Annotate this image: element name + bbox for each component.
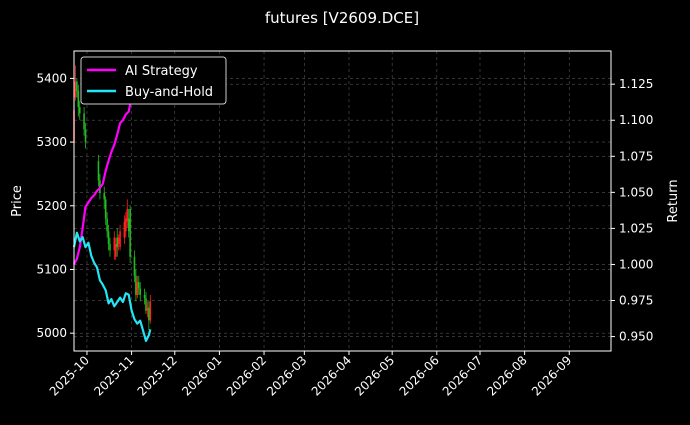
chart-title: futures [V2609.DCE]	[265, 9, 419, 27]
x-tick-label-2026-09: 2026-09	[529, 353, 574, 398]
y-right-tick-label-1.100: 1.100	[619, 113, 653, 127]
candle-body-2025-11-14	[149, 301, 152, 321]
y-left-tick-label-5300: 5300	[36, 135, 67, 149]
y-right-tick-label-1.050: 1.050	[619, 185, 653, 199]
candle-body-2025-10-16	[107, 231, 110, 244]
candle-body-2025-11-11	[145, 298, 147, 311]
legend-label-ai-strategy: AI Strategy	[125, 64, 198, 79]
y-left-tick-label-5400: 5400	[36, 71, 67, 85]
y-left-label: Price	[10, 185, 25, 217]
candle-body-2025-09-26	[78, 107, 81, 114]
candle-body-2025-10-14	[104, 199, 107, 219]
x-tick-label-2025-12: 2025-12	[135, 353, 180, 398]
candle-body-2025-09-24	[76, 81, 78, 92]
candle-body-2025-11-04	[135, 275, 137, 295]
candle-body-2025-10-20	[113, 237, 116, 251]
x-tick-label-2026-08: 2026-08	[484, 353, 529, 398]
y-left-tick-label-5200: 5200	[36, 199, 67, 213]
x-tick-label-2026-05: 2026-05	[352, 353, 397, 398]
x-tick-label-2026-03: 2026-03	[264, 353, 309, 398]
x-tick-label-2025-11: 2025-11	[91, 353, 136, 398]
y-right-tick-label-0.975: 0.975	[619, 294, 653, 308]
candle-body-2025-09-25	[77, 91, 80, 108]
candle-body-2025-11-05	[136, 282, 139, 295]
candle-layer	[73, 65, 152, 330]
legend-box	[80, 56, 227, 105]
plot-frame	[73, 50, 612, 352]
candle-body-2025-10-21	[114, 243, 117, 257]
candle-body-2025-10-09	[97, 161, 100, 181]
candle-body-2025-11-12	[146, 307, 149, 311]
candle-body-2025-10-30	[127, 218, 130, 232]
y-right-tick-label-1.025: 1.025	[619, 221, 653, 235]
left-axis: 5000 5100 5200 5300 5400	[36, 71, 74, 340]
candle-body-2025-09-29	[83, 113, 85, 130]
x-tick-label-2026-06: 2026-06	[397, 353, 442, 398]
candle-body-2025-11-06	[137, 282, 140, 289]
candle-body-2025-10-24	[119, 231, 121, 248]
buy-and-hold-line	[72, 231, 152, 342]
right-axis: 0.950 0.975 1.000 1.025 1.050 1.075 1.100 1.125	[611, 77, 653, 344]
x-tick-label-2026-02: 2026-02	[224, 353, 269, 398]
candle-body-2025-10-22	[116, 237, 118, 248]
candle-body-2025-10-28	[125, 218, 127, 232]
candle-body-2025-11-13	[148, 307, 150, 321]
y-right-tick-label-1.125: 1.125	[619, 77, 653, 91]
y-right-tick-label-0.950: 0.950	[619, 330, 653, 344]
y-right-tick-label-1.000: 1.000	[619, 257, 653, 271]
y-left-tick-label-5100: 5100	[36, 262, 67, 276]
candle-body-2025-10-23	[117, 237, 120, 244]
candle-body-2025-10-27	[123, 221, 126, 238]
candle-body-2025-09-30	[84, 129, 87, 143]
y-left-tick-label-5000: 5000	[36, 326, 67, 340]
candle-body-2025-11-10	[143, 294, 146, 299]
candle-body-2025-11-03	[133, 256, 136, 276]
y-right-label: Return	[666, 179, 681, 222]
candle-body-2025-10-17	[109, 243, 111, 251]
candle-body-2025-09-23	[74, 81, 77, 98]
y-right-tick-label-1.075: 1.075	[619, 149, 653, 163]
candle-body-2025-11-07	[139, 288, 142, 295]
candle-body-2025-10-29	[126, 208, 129, 222]
x-tick-label-2026-04: 2026-04	[309, 353, 354, 398]
x-tick-label-2026-01: 2026-01	[179, 353, 224, 398]
legend: AI Strategy Buy-and-Hold	[80, 56, 227, 105]
candle-body-2025-10-15	[106, 218, 108, 232]
x-tick-label-2025-10: 2025-10	[47, 353, 92, 398]
legend-label-buy-and-hold: Buy-and-Hold	[125, 85, 213, 100]
candle-body-2025-10-31	[129, 208, 131, 257]
candle-body-2025-10-13	[103, 193, 106, 200]
x-tick-label-2026-07: 2026-07	[440, 353, 485, 398]
